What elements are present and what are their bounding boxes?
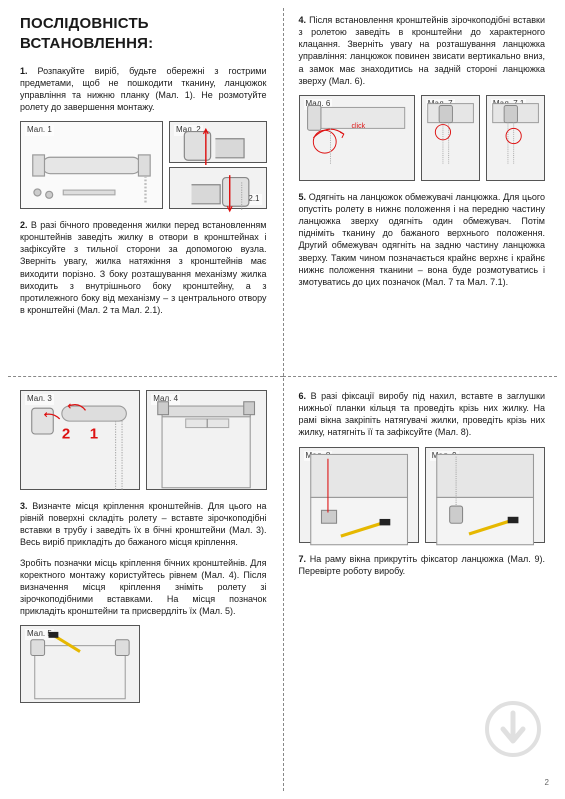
step-3-text-b: Зробіть позначки місць кріплення бічних … [20,558,267,617]
step-5-text: Одягніть на ланцюжок обмежувачі ланцюжка… [299,192,546,287]
figure-2-1-sketch [170,168,266,216]
figure-2-sketch [170,122,266,170]
figure-9: Мал. 9 [425,447,545,543]
step-2-text: В разі бічного проведення жилки перед вс… [20,220,267,315]
figure-8-sketch [300,448,418,551]
step-1-num: 1. [20,66,28,76]
step-3a: 3. Визначте місця кріплення кронштейнів.… [20,500,267,549]
figure-4-sketch [147,391,265,499]
step-4: 4. Після встановлення кронштейнів зірочк… [299,14,546,87]
step-6-num: 6. [299,391,307,401]
fig-row-2: Мал. 3 2 1 Мал. 4 [20,390,267,490]
figure-8: Мал. 8 [299,447,419,543]
step-7-text: На раму вікна прикрутіть фіксатор ланцюж… [299,554,546,576]
figure-1: Мал. 1 [20,121,163,209]
fig-row-5: Мал. 8 Мал. 9 [299,447,546,543]
figure-2: Мал. 2 [169,121,267,163]
figure-3: Мал. 3 2 1 [20,390,140,490]
figure-6: Мал. 6 click [299,95,415,181]
step-3-text-a: Визначте місця кріплення кронштейнів. Дл… [20,501,267,547]
fig-row-4: Мал. 6 click Мал. 7 [299,95,546,181]
figure-9-sketch [426,448,544,551]
horizontal-cut-line-right [283,376,558,377]
step-2-num: 2. [20,220,28,230]
step-2: 2. В разі бічного проведення жилки перед… [20,219,267,316]
svg-text:1: 1 [90,425,98,442]
step-1: 1. Розпакуйте виріб, будьте обережні з г… [20,65,267,114]
click-label: click [352,122,366,131]
step-3-num: 3. [20,501,28,511]
figure-5-sketch [21,626,139,703]
figure-7-1-sketch [487,96,544,172]
svg-text:2: 2 [62,425,70,442]
figure-6-sketch [300,96,414,172]
figure-7-sketch [422,96,479,172]
quadrant-top-right: 4. Після встановлення кронштейнів зірочк… [283,0,565,372]
figure-4: Мал. 4 [146,390,266,490]
fig-row-3: Мал. 5 [20,625,267,703]
watermark-icon [483,699,543,759]
step-3b: Зробіть позначки місць кріплення бічних … [20,557,267,618]
figure-7-1: Мал. 7.1 [486,95,545,181]
step-5-num: 5. [299,192,307,202]
fig-row-1: Мал. 1 Мал. 2 [20,121,267,209]
horizontal-cut-line-left [8,376,283,377]
figure-3-sketch: 2 1 [21,391,139,499]
figure-5: Мал. 5 [20,625,140,703]
vertical-cut-line [283,8,284,791]
quadrant-top-left: ПОСЛІДОВНІСТЬ ВСТАНОВЛЕННЯ: 1. Розпакуйт… [0,0,283,372]
step-7: 7. На раму вікна прикрутіть фіксатор лан… [299,553,546,577]
page-title: ПОСЛІДОВНІСТЬ ВСТАНОВЛЕННЯ: [20,14,267,55]
step-7-num: 7. [299,554,307,564]
instruction-page: ПОСЛІДОВНІСТЬ ВСТАНОВЛЕННЯ: 1. Розпакуйт… [0,0,565,799]
step-6: 6. В разі фіксації виробу під нахил, вст… [299,390,546,439]
figure-2-1: Мал. 2.1 [169,167,267,209]
step-5: 5. Одягніть на ланцюжок обмежувачі ланцю… [299,191,546,288]
step-6-text: В разі фіксації виробу під нахил, вставт… [299,391,546,437]
figure-7: Мал. 7 [421,95,480,181]
page-number: 2 [545,778,549,789]
step-1-text: Розпакуйте виріб, будьте обережні з гост… [20,66,267,112]
figure-1-sketch [21,122,162,216]
quadrant-bottom-left: Мал. 3 2 1 Мал. 4 [0,372,283,761]
step-4-num: 4. [299,15,307,25]
step-4-text: Після встановлення кронштейнів зірочкопо… [299,15,546,86]
